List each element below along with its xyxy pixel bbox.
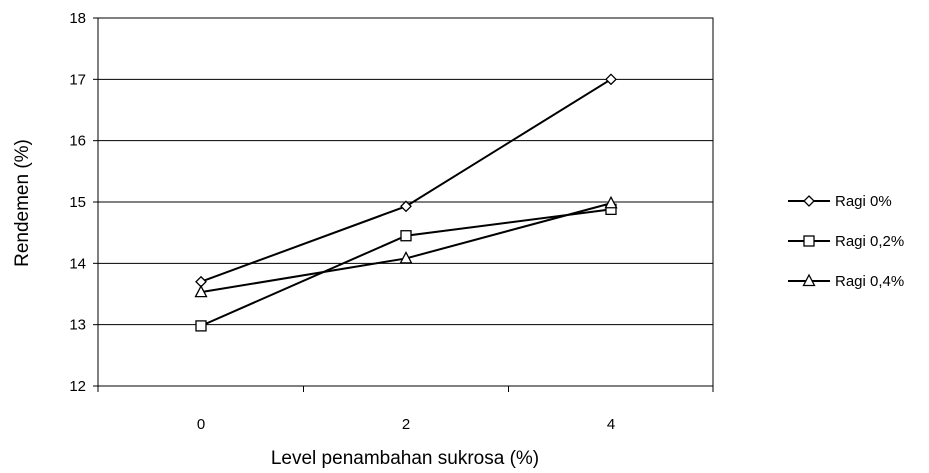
legend-item: Ragi 0,4% bbox=[788, 273, 904, 290]
axes bbox=[93, 17, 714, 392]
data-point bbox=[195, 320, 207, 332]
y-tick-label: 17 bbox=[69, 71, 86, 88]
series-diamond bbox=[195, 73, 617, 288]
data-point bbox=[604, 195, 618, 209]
series-triangle bbox=[194, 195, 618, 298]
y-tick-label: 13 bbox=[69, 317, 86, 334]
legend-label: Ragi 0,4% bbox=[835, 273, 904, 290]
legend-marker bbox=[803, 235, 815, 247]
series-line bbox=[200, 208, 612, 327]
data-point bbox=[194, 284, 208, 298]
tick-labels: 12 13 14 15 16 17 18 0 2 4 bbox=[69, 10, 615, 433]
x-axis-title: Level penambahan sukrosa (%) bbox=[271, 448, 539, 469]
y-tick-label: 15 bbox=[69, 194, 86, 211]
legend-label: Ragi 0,2% bbox=[835, 233, 904, 250]
legend-item: Ragi 0,2% bbox=[788, 233, 904, 250]
x-tick-label: 2 bbox=[402, 416, 410, 433]
x-tick-label: 4 bbox=[607, 416, 615, 433]
plot-frame bbox=[97, 17, 714, 387]
x-tick-label: 0 bbox=[197, 416, 205, 433]
y-axis-title: Rendemen (%) bbox=[12, 139, 33, 267]
data-point bbox=[605, 73, 617, 86]
legend-marker bbox=[802, 273, 816, 287]
legend: Ragi 0% Ragi 0,2% Ragi 0,4% bbox=[788, 193, 904, 290]
y-tick-label: 12 bbox=[69, 378, 86, 395]
y-tick-label: 16 bbox=[69, 133, 86, 150]
data-point bbox=[399, 251, 413, 264]
legend-label: Ragi 0% bbox=[835, 193, 892, 210]
legend-marker bbox=[803, 195, 815, 207]
series-group bbox=[194, 73, 618, 332]
y-tick-label: 18 bbox=[69, 10, 86, 27]
series-square bbox=[195, 203, 617, 332]
data-point bbox=[400, 230, 412, 242]
y-tick-label: 14 bbox=[69, 255, 86, 272]
data-point bbox=[400, 200, 412, 213]
legend-item: Ragi 0% bbox=[788, 193, 892, 210]
